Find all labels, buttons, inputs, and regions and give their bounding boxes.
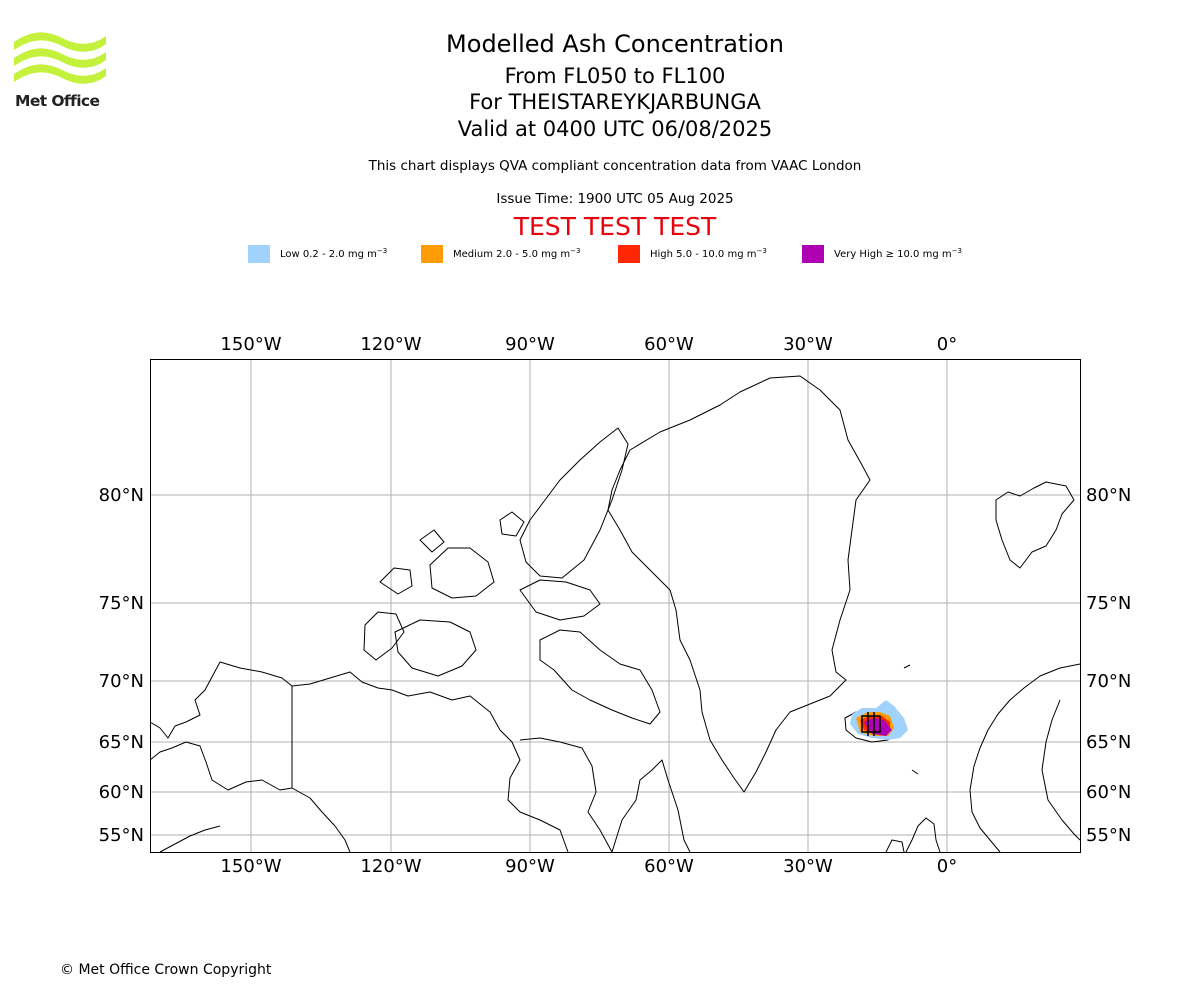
lat-label: 55°N bbox=[99, 825, 144, 846]
lat-label: 70°N bbox=[99, 671, 144, 692]
lon-label: 90°W bbox=[505, 334, 555, 355]
copyright-notice: © Met Office Crown Copyright bbox=[60, 962, 272, 978]
lat-label: 55°N bbox=[1086, 825, 1131, 846]
lon-label: 30°W bbox=[783, 856, 833, 877]
lon-label: 150°W bbox=[220, 856, 281, 877]
coast-canada-north bbox=[291, 671, 569, 853]
lon-label: 60°W bbox=[644, 334, 694, 355]
legend-exponent: −3 bbox=[951, 247, 962, 255]
chart-title: Modelled Ash Concentration bbox=[446, 30, 784, 58]
ash-outline bbox=[861, 712, 881, 736]
legend-swatch-high bbox=[618, 245, 640, 263]
chart-description: This chart displays QVA compliant concen… bbox=[368, 158, 862, 174]
coast-island-small1 bbox=[379, 567, 413, 595]
volcano-name: For THEISTAREYKJARBUNGA bbox=[469, 90, 761, 114]
coast-alaska bbox=[149, 661, 351, 853]
coast-scotland bbox=[905, 817, 941, 853]
issue-time: Issue Time: 1900 UTC 05 Aug 2025 bbox=[496, 191, 734, 207]
lat-label: 80°N bbox=[1086, 485, 1131, 506]
graticule bbox=[150, 360, 1080, 852]
legend-exponent: −3 bbox=[756, 247, 767, 255]
coast-sweden-finland bbox=[1041, 699, 1081, 841]
coast-banks-island bbox=[363, 611, 405, 661]
coast-baffin bbox=[539, 629, 661, 725]
legend-swatch-medium bbox=[421, 245, 443, 263]
coast-island-small2 bbox=[499, 511, 525, 537]
coast-labrador bbox=[611, 759, 691, 853]
ash-plume bbox=[850, 700, 908, 740]
lat-label: 80°N bbox=[99, 485, 144, 506]
lon-label: 30°W bbox=[783, 334, 833, 355]
lon-label: 120°W bbox=[360, 856, 421, 877]
lon-label: 90°W bbox=[505, 856, 555, 877]
lat-label: 75°N bbox=[99, 593, 144, 614]
legend-label-very-high: Very High ≥ 10.0 mg m bbox=[834, 249, 952, 260]
coast-faroe bbox=[911, 769, 919, 775]
legend-swatch-low bbox=[248, 245, 270, 263]
lon-label: 120°W bbox=[360, 334, 421, 355]
valid-time: Valid at 0400 UTC 06/08/2025 bbox=[457, 117, 773, 141]
met-office-logo bbox=[14, 32, 106, 84]
lat-label: 65°N bbox=[1086, 732, 1131, 753]
legend-swatch-very-high bbox=[802, 245, 824, 263]
coast-island-small3 bbox=[419, 529, 445, 553]
lon-label: 0° bbox=[937, 856, 957, 877]
legend-label-high: High 5.0 - 10.0 mg m bbox=[650, 249, 757, 260]
lat-label: 75°N bbox=[1086, 593, 1131, 614]
lon-label: 60°W bbox=[644, 856, 694, 877]
flight-level-range: From FL050 to FL100 bbox=[504, 64, 726, 88]
coast-alaska-south bbox=[149, 741, 293, 791]
coast-svalbard bbox=[995, 481, 1075, 569]
lon-labels-top: 150°W 120°W 90°W 60°W 30°W 0° bbox=[220, 334, 957, 355]
coast-hudson-bay bbox=[519, 737, 613, 853]
coast-ireland bbox=[885, 839, 905, 853]
coastlines bbox=[149, 375, 1081, 853]
lat-label: 70°N bbox=[1086, 671, 1131, 692]
coast-jan-mayen bbox=[903, 664, 911, 669]
lon-labels-bottom: 150°W 120°W 90°W 60°W 30°W 0° bbox=[220, 856, 957, 877]
lon-label: 150°W bbox=[220, 334, 281, 355]
lon-label: 0° bbox=[937, 334, 957, 355]
coast-norway bbox=[969, 663, 1081, 853]
legend-exponent: −3 bbox=[570, 247, 581, 255]
met-office-wordmark: Met Office bbox=[15, 92, 100, 110]
coast-aleutians bbox=[159, 825, 221, 853]
legend-label-medium: Medium 2.0 - 5.0 mg m bbox=[453, 249, 571, 260]
coast-ellesmere bbox=[519, 427, 629, 579]
coast-greenland bbox=[607, 375, 871, 793]
lat-labels-left: 80°N 75°N 70°N 65°N 60°N 55°N bbox=[99, 485, 144, 846]
test-banner: TEST TEST TEST bbox=[513, 212, 717, 241]
coast-devon bbox=[519, 579, 601, 621]
legend-label-low: Low 0.2 - 2.0 mg m bbox=[280, 249, 377, 260]
lat-label: 65°N bbox=[99, 732, 144, 753]
coast-victoria-island bbox=[394, 619, 477, 677]
lat-label: 60°N bbox=[99, 782, 144, 803]
lat-labels-right: 80°N 75°N 70°N 65°N 60°N 55°N bbox=[1086, 485, 1131, 846]
legend-exponent: −3 bbox=[376, 247, 388, 255]
coast-queen-elizabeth bbox=[429, 547, 495, 599]
map-frame bbox=[150, 359, 1081, 853]
lat-label: 60°N bbox=[1086, 782, 1131, 803]
